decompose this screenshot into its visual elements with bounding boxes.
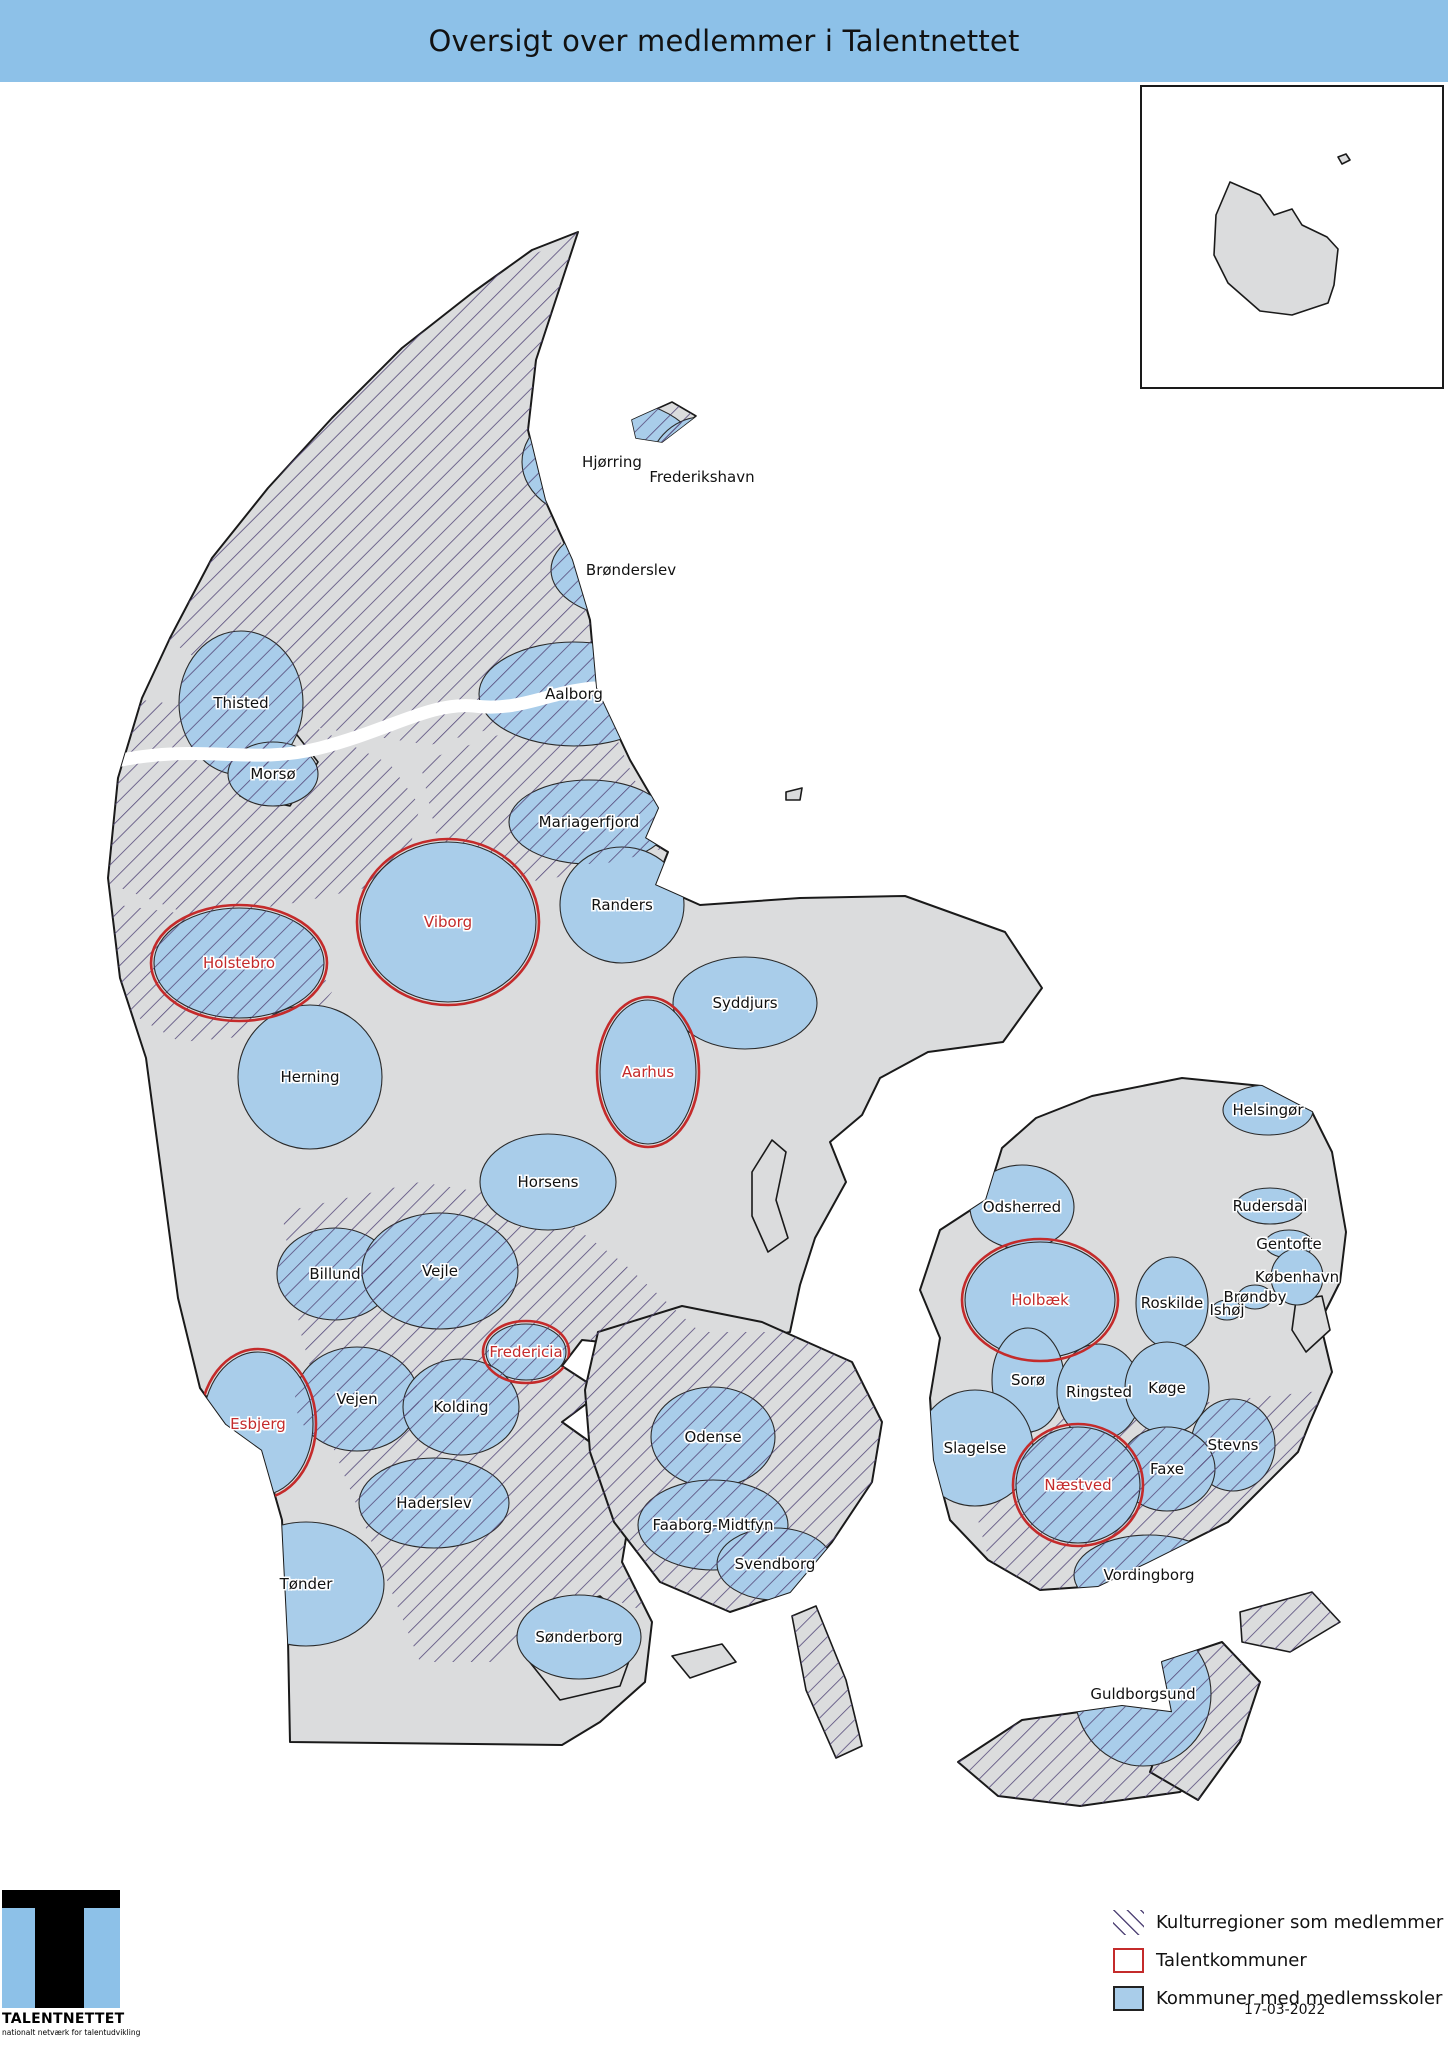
region-helsing-r xyxy=(1222,1084,1314,1136)
region-horsens xyxy=(479,1133,617,1231)
page-title: Oversigt over medlemmer i Talentnettet xyxy=(428,24,1020,58)
anholt-island xyxy=(785,787,803,801)
title-banner: Oversigt over medlemmer i Talentnettet xyxy=(0,0,1448,82)
legend-swatch-hatch xyxy=(1113,1909,1144,1935)
region-hatch-mariagerfjord xyxy=(509,780,669,864)
region-herning xyxy=(237,1004,383,1150)
region-hatch-holstebro xyxy=(154,908,324,1018)
legend-item: Kulturregioner som medlemmer xyxy=(1113,1903,1443,1941)
talent-border-viborg xyxy=(355,837,541,1007)
bornholm-island xyxy=(1213,181,1339,316)
region-hatch-vejle xyxy=(362,1213,518,1329)
region-t-nder xyxy=(227,1521,385,1647)
region-k-benhavn xyxy=(1270,1248,1324,1306)
region-roskilde xyxy=(1135,1256,1209,1350)
region-hatch-fredericia xyxy=(486,1324,566,1380)
logo-title: TALENTNETTET xyxy=(2,2011,125,2027)
region-s-nderborg xyxy=(516,1594,642,1680)
region-hatch-hj-rring xyxy=(522,400,702,524)
bornholm-inset xyxy=(1140,85,1444,389)
talent-border-holstebro xyxy=(149,903,329,1023)
ringkoebing-fjord xyxy=(108,1049,137,1141)
region-hatch-billund xyxy=(277,1228,393,1320)
region-aarhus xyxy=(599,999,697,1145)
region-esbjerg xyxy=(202,1351,314,1497)
legend-item-label: Kommuner med medlemsskoler xyxy=(1156,1987,1443,2009)
talent-border-n-stved xyxy=(1011,1422,1145,1548)
region-hatch-vordingborg xyxy=(1074,1535,1224,1615)
legend-item: Kommuner med medlemsskoler xyxy=(1113,1979,1443,2017)
region-hatch-frederikshavn xyxy=(647,417,757,537)
legend-item: Talentkommuner xyxy=(1113,1941,1443,1979)
legend-item-label: Talentkommuner xyxy=(1156,1949,1307,1971)
region-syddjurs xyxy=(672,956,818,1050)
region-hatch-thisted xyxy=(179,631,303,775)
aeroe-island xyxy=(671,1643,737,1679)
amager-island xyxy=(1291,1295,1331,1353)
map-date: 17-03-2022 xyxy=(1244,2002,1326,2018)
region-hatch-br-nderslev xyxy=(551,522,711,618)
christiansoe-islet xyxy=(1337,153,1351,165)
talent-border-aarhus xyxy=(595,995,701,1149)
logo-subtitle: nationalt netværk for talentudvikling xyxy=(2,2028,141,2037)
region-k-ge xyxy=(1124,1341,1210,1435)
region-randers xyxy=(559,846,685,964)
talentnettet-logo: TALENTNETTET nationalt netværk for talen… xyxy=(2,1890,162,2037)
region-hatch-odense xyxy=(651,1387,775,1487)
bornholm-inset-map xyxy=(1213,153,1351,316)
limfjord-waterway xyxy=(108,681,601,769)
legend-swatch-outline xyxy=(1113,1947,1144,1973)
region-hatch-guldborgsund xyxy=(1075,1622,1211,1766)
talent-municipality-borders xyxy=(149,837,1145,1548)
logo-t-icon xyxy=(2,1890,120,2008)
talent-border-fredericia xyxy=(481,1319,571,1385)
region-ish-j xyxy=(1211,1299,1243,1321)
hatch-zone-vendsyssel xyxy=(168,232,600,745)
samsoe-island xyxy=(751,1139,789,1253)
region-hatch-n-stved xyxy=(1016,1427,1140,1543)
region-viborg xyxy=(359,841,537,1003)
region-hatch-haderslev xyxy=(359,1458,509,1548)
map-legend: Kulturregioner som medlemmer Talentkommu… xyxy=(1113,1903,1443,2017)
legend-item-label: Kulturregioner som medlemmer xyxy=(1156,1911,1444,1933)
region-hatch-vejen xyxy=(295,1347,419,1451)
region-hatch-svendborg xyxy=(717,1528,833,1600)
talent-border-holb-k xyxy=(960,1237,1120,1363)
region-br-ndby xyxy=(1237,1284,1273,1310)
region-rudersdal xyxy=(1235,1187,1305,1225)
region-odsherred xyxy=(969,1164,1075,1250)
legend-swatch-fill xyxy=(1113,1985,1144,2011)
region-hatch-kolding xyxy=(403,1359,519,1455)
